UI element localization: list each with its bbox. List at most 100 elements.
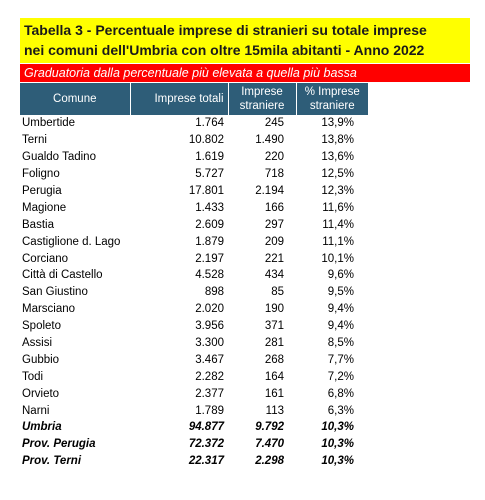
cell-imprese-totali: 1.433: [195, 201, 224, 214]
cell-pct-straniere: 11,4%: [322, 218, 354, 231]
cell-imprese-totali: 898: [204, 286, 224, 299]
cell-imprese-straniere: 166: [264, 201, 284, 214]
cell-imprese-straniere: 113: [265, 404, 284, 417]
cell-pct-straniere: 11,6%: [322, 201, 354, 214]
table-row: Magione 1.433 166 11,6%: [20, 199, 368, 216]
header-imprese-straniere: Imprese straniere: [228, 83, 297, 115]
header-imprese-straniere-line2: straniere: [239, 100, 285, 112]
cell-comune: Marsciano: [22, 303, 76, 316]
title-line-1: Tabella 3 - Percentuale imprese di stran…: [24, 22, 427, 38]
cell-comune: Magione: [22, 201, 67, 214]
cell-imprese-totali: 2.197: [195, 252, 224, 265]
total-row: Prov. Terni 22.317 2.298 10,3%: [20, 453, 368, 470]
cell-imprese-totali: 3.467: [195, 353, 224, 366]
cell-imprese-totali: 4.528: [195, 269, 224, 282]
cell-pct-straniere: 12,3%: [321, 185, 354, 197]
cell-imprese-straniere: 718: [264, 168, 284, 181]
cell-imprese-totali: 5.727: [195, 168, 224, 181]
cell-pct-straniere: 11,1%: [322, 235, 354, 248]
cell-imprese-totali: 72.372: [188, 438, 224, 451]
cell-imprese-totali: 94.877: [188, 421, 224, 434]
cell-comune: Perugia: [22, 185, 62, 197]
table-row: Corciano 2.197 221 10,1%: [20, 250, 368, 267]
cell-imprese-straniere: 190: [264, 303, 284, 316]
table-row: Città di Castello 4.528 434 9,6%: [20, 267, 368, 284]
cell-imprese-straniere: 2.194: [255, 185, 284, 197]
cell-imprese-totali: 2.282: [195, 370, 224, 383]
header-pct-line1: % Imprese: [304, 86, 360, 98]
header-imprese-straniere-line1: Imprese: [241, 86, 283, 98]
cell-pct-straniere: 6,8%: [327, 387, 354, 400]
cell-comune: Assisi: [22, 337, 53, 350]
cell-imprese-straniere: 161: [264, 387, 284, 400]
cell-comune: Città di Castello: [22, 269, 103, 282]
cell-comune: Prov. Terni: [22, 455, 82, 468]
cell-pct-straniere: 10,3%: [321, 421, 354, 434]
table-container: Tabella 3 - Percentuale imprese di stran…: [20, 18, 470, 470]
table-row: Todi 2.282 164 7,2%: [20, 368, 368, 385]
table-row: San Giustino 898 85 9,5%: [20, 284, 368, 301]
cell-pct-straniere: 7,7%: [327, 353, 354, 366]
table-body: Umbertide 1.764 245 13,9% Terni 10.802 1.490 13…: [20, 115, 368, 470]
table-row: Foligno 5.727 718 12,5%: [20, 166, 368, 183]
cell-pct-straniere: 9,4%: [327, 320, 354, 333]
cell-pct-straniere: 9,5%: [327, 286, 354, 299]
header-pct-line2: straniere: [309, 100, 355, 112]
cell-pct-straniere: 13,9%: [321, 117, 354, 130]
table-row: Assisi 3.300 281 8,5%: [20, 335, 368, 352]
cell-imprese-straniere: 1.490: [255, 134, 284, 147]
cell-pct-straniere: 10,3%: [321, 438, 354, 451]
table-header: Comune Imprese totali Imprese straniere …: [20, 83, 368, 115]
cell-pct-straniere: 7,2%: [327, 370, 354, 383]
cell-comune: Spoleto: [22, 320, 62, 333]
table-row: Perugia 17.801 2.194 12,3%: [20, 183, 368, 200]
header-comune: Comune: [20, 83, 131, 115]
cell-imprese-totali: 2.377: [195, 387, 224, 400]
cell-pct-straniere: 12,5%: [321, 168, 354, 181]
cell-imprese-straniere: 85: [271, 286, 284, 299]
cell-imprese-totali: 2.609: [195, 218, 224, 231]
cell-imprese-straniere: 245: [264, 117, 284, 130]
cell-pct-straniere: 8,5%: [327, 337, 354, 350]
cell-pct-straniere: 6,3%: [327, 404, 354, 417]
cell-imprese-totali: 17.801: [188, 185, 224, 197]
cell-comune: Gualdo Tadino: [22, 151, 96, 164]
table-row: Gualdo Tadino 1.619 220 13,6%: [20, 149, 368, 166]
cell-imprese-straniere: 281: [264, 337, 284, 350]
cell-imprese-totali: 1.789: [195, 404, 224, 417]
cell-imprese-totali: 1.764: [195, 117, 224, 130]
header-imprese-totali: Imprese totali: [130, 83, 229, 115]
cell-pct-straniere: 9,4%: [327, 303, 354, 316]
table-row: Narni 1.789 113 6,3%: [20, 402, 368, 419]
cell-imprese-straniere: 221: [264, 252, 284, 265]
table-row: Gubbio 3.467 268 7,7%: [20, 351, 368, 368]
cell-comune: Corciano: [22, 252, 69, 265]
cell-comune: Castiglione d. Lago: [22, 235, 121, 248]
cell-imprese-straniere: 7.470: [255, 438, 284, 451]
cell-imprese-straniere: 434: [264, 269, 284, 282]
table-title: Tabella 3 - Percentuale imprese di stran…: [20, 18, 470, 63]
cell-imprese-straniere: 209: [264, 235, 284, 248]
table-row: Terni 10.802 1.490 13,8%: [20, 132, 368, 149]
cell-imprese-totali: 2.020: [195, 303, 224, 316]
cell-imprese-totali: 3.300: [195, 337, 224, 350]
cell-imprese-straniere: 371: [264, 320, 284, 333]
cell-imprese-totali: 3.956: [195, 320, 224, 333]
cell-imprese-totali: 10.802: [188, 134, 224, 147]
table-subtitle: Graduatoria dalla percentuale più elevat…: [20, 64, 470, 82]
cell-imprese-straniere: 297: [264, 218, 284, 231]
total-row: Prov. Perugia 72.372 7.470 10,3%: [20, 436, 368, 453]
table-row: Umbertide 1.764 245 13,9%: [20, 115, 368, 132]
cell-imprese-totali: 1.879: [195, 235, 224, 248]
cell-comune: Terni: [22, 134, 47, 147]
table-row: Orvieto 2.377 161 6,8%: [20, 385, 368, 402]
title-line-2: nei comuni dell'Umbria con oltre 15mila …: [24, 42, 425, 58]
cell-comune: Orvieto: [22, 387, 60, 400]
cell-imprese-totali: 1.619: [195, 151, 224, 164]
cell-imprese-totali: 22.317: [188, 455, 224, 468]
cell-imprese-straniere: 164: [264, 370, 284, 383]
cell-comune: Umbria: [22, 421, 62, 434]
cell-comune: Umbertide: [22, 117, 76, 130]
table-row: Spoleto 3.956 371 9,4%: [20, 318, 368, 335]
data-table: Comune Imprese totali Imprese straniere …: [20, 83, 368, 470]
